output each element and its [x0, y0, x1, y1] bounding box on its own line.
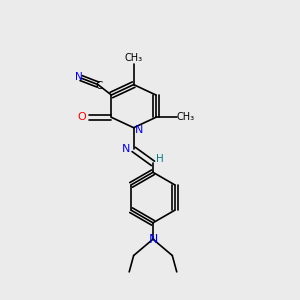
Text: H: H — [156, 154, 164, 164]
Text: N: N — [135, 125, 143, 135]
Text: N: N — [75, 72, 83, 82]
Text: CH₃: CH₃ — [177, 112, 195, 122]
Text: N: N — [122, 144, 130, 154]
Text: N: N — [148, 233, 158, 246]
Text: CH₃: CH₃ — [124, 53, 143, 64]
Text: O: O — [77, 112, 86, 122]
Text: C: C — [95, 81, 103, 91]
